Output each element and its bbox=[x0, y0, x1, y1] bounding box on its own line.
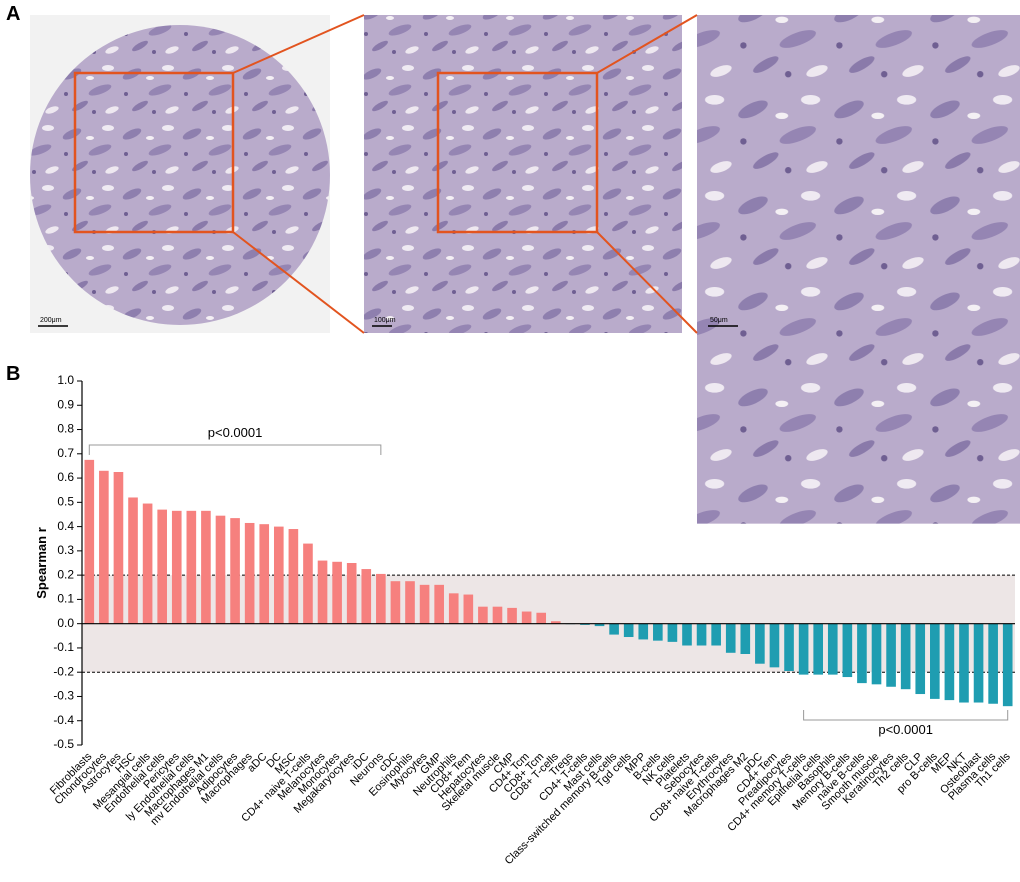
bar bbox=[988, 623, 998, 704]
bar bbox=[84, 459, 95, 624]
bar bbox=[492, 606, 503, 624]
bar bbox=[959, 623, 969, 703]
bar bbox=[390, 581, 401, 624]
bar bbox=[784, 623, 794, 671]
bar bbox=[521, 611, 532, 624]
zoom-box bbox=[436, 71, 599, 234]
scale-label: 200μm bbox=[40, 317, 62, 324]
bar bbox=[230, 518, 240, 624]
bar bbox=[405, 581, 415, 624]
y-tick-label: 0.6 bbox=[57, 470, 74, 484]
panel-label: B bbox=[6, 363, 20, 385]
zoom-line bbox=[596, 14, 698, 74]
bar bbox=[99, 470, 109, 624]
bar bbox=[507, 607, 517, 624]
bar bbox=[288, 529, 299, 624]
y-tick-label: -0.1 bbox=[53, 640, 74, 654]
bar bbox=[244, 522, 255, 624]
bar bbox=[623, 623, 634, 638]
y-tick-label: -0.3 bbox=[53, 689, 74, 703]
scale-label: 100μm bbox=[374, 317, 396, 324]
bar bbox=[215, 515, 226, 624]
bar bbox=[871, 623, 882, 685]
bar bbox=[667, 623, 678, 642]
bar bbox=[886, 623, 896, 687]
bar bbox=[361, 569, 372, 624]
bar bbox=[711, 623, 721, 646]
bar bbox=[448, 593, 459, 624]
y-tick-label: -0.2 bbox=[53, 664, 74, 678]
bar bbox=[842, 623, 853, 678]
bar bbox=[550, 621, 561, 624]
bar bbox=[186, 510, 197, 624]
scale-label: 50μm bbox=[710, 317, 728, 324]
bar bbox=[157, 509, 167, 624]
bar bbox=[696, 623, 707, 646]
zoom-line bbox=[232, 14, 365, 74]
bar bbox=[857, 623, 867, 684]
y-tick-label: 0.7 bbox=[57, 446, 74, 460]
bar bbox=[740, 623, 751, 654]
bar bbox=[813, 623, 824, 675]
bar bbox=[259, 524, 270, 624]
bar bbox=[1002, 623, 1013, 707]
y-tick-label: 0.8 bbox=[57, 422, 74, 436]
y-tick-label: 0.3 bbox=[57, 543, 74, 557]
y-tick-label: 0.9 bbox=[57, 397, 74, 411]
bar bbox=[638, 623, 649, 640]
bar bbox=[273, 526, 284, 624]
y-tick-label: -0.4 bbox=[53, 713, 74, 727]
bar bbox=[944, 623, 955, 701]
bar bbox=[463, 594, 474, 624]
tissue-zoom-2 bbox=[697, 15, 1020, 524]
y-tick-label: 0.4 bbox=[57, 519, 74, 533]
y-axis-label: Spearman r bbox=[34, 527, 49, 599]
panel-a: A 200μm 100μm 50μm bbox=[6, 3, 1020, 524]
annotation: p<0.0001 bbox=[208, 425, 263, 440]
bar bbox=[580, 623, 590, 625]
zoom-line bbox=[232, 231, 365, 334]
bar bbox=[142, 503, 153, 624]
bar bbox=[317, 560, 328, 624]
bar bbox=[419, 584, 430, 624]
y-tick-label: 0.1 bbox=[57, 592, 74, 606]
y-tick-label: 1.0 bbox=[57, 373, 74, 387]
bar bbox=[915, 623, 926, 695]
bar bbox=[434, 584, 444, 624]
y-tick-label: 0.0 bbox=[57, 616, 74, 630]
bar bbox=[332, 561, 342, 624]
bar bbox=[609, 623, 619, 635]
bar bbox=[653, 623, 663, 641]
bar bbox=[536, 612, 547, 624]
bracket bbox=[88, 444, 382, 455]
bar bbox=[769, 623, 780, 668]
tissue-zoom bbox=[364, 15, 682, 333]
bar bbox=[594, 623, 605, 627]
zoom-box bbox=[73, 71, 235, 234]
bar bbox=[827, 623, 838, 675]
bar bbox=[900, 623, 911, 690]
bar bbox=[725, 623, 736, 653]
bar bbox=[346, 563, 357, 624]
y-tick-label: 0.2 bbox=[57, 567, 74, 581]
bracket bbox=[803, 710, 1009, 721]
bar bbox=[478, 606, 488, 624]
annotation: p<0.0001 bbox=[878, 722, 933, 737]
bar bbox=[798, 623, 809, 675]
bar bbox=[303, 543, 313, 624]
bar bbox=[171, 510, 182, 624]
bar bbox=[930, 623, 940, 699]
panel-label: A bbox=[6, 3, 20, 25]
bar bbox=[201, 510, 211, 624]
y-tick-label: -0.5 bbox=[53, 737, 74, 751]
bar bbox=[113, 472, 124, 624]
bar bbox=[682, 623, 692, 646]
bar bbox=[973, 623, 984, 703]
bar bbox=[128, 497, 138, 624]
y-tick-label: 0.5 bbox=[57, 495, 74, 509]
zoom-line bbox=[596, 231, 698, 334]
bar bbox=[376, 573, 386, 624]
bar bbox=[755, 623, 765, 664]
